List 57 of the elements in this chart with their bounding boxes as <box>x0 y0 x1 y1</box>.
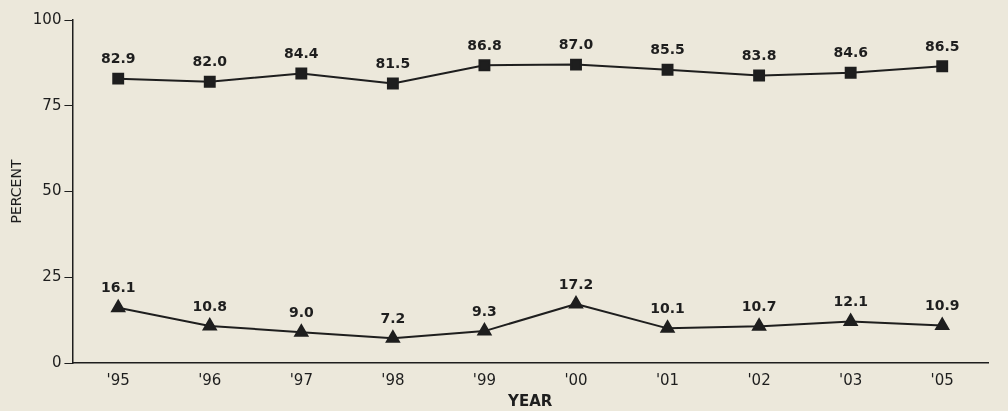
data-label: 85.5 <box>650 41 685 58</box>
y-tick-label: 100 <box>32 9 62 28</box>
point <box>844 66 857 79</box>
x-tick-label: '01 <box>655 370 680 389</box>
point <box>936 60 949 73</box>
x-tick-label: '98 <box>381 370 405 389</box>
point <box>568 296 584 309</box>
data-label: 9.0 <box>288 303 314 320</box>
point <box>202 317 217 331</box>
y-tick-label: 50 <box>42 181 62 200</box>
data-label: 81.5 <box>375 55 411 72</box>
y-tick-label: 25 <box>42 267 62 286</box>
data-label: 82.9 <box>100 50 136 67</box>
point <box>753 69 766 82</box>
x-tick-label: '05 <box>930 370 954 389</box>
point <box>385 330 400 343</box>
data-label: 7.2 <box>380 309 406 326</box>
x-axis-title: YEAR <box>507 391 553 410</box>
y-tick-label: 75 <box>42 95 62 114</box>
data-label: 84.6 <box>833 44 868 61</box>
x-tick-label: '00 <box>564 370 588 389</box>
point <box>294 324 309 337</box>
point <box>112 72 125 85</box>
data-label: 16.1 <box>100 279 136 296</box>
point <box>570 58 582 71</box>
data-label: 83.8 <box>741 47 777 64</box>
point <box>386 77 399 90</box>
x-tick-label: '99 <box>472 370 497 389</box>
point <box>843 313 858 326</box>
data-label: 86.5 <box>924 37 960 54</box>
y-axis-title: PERCENT <box>8 159 25 224</box>
x-tick-label: '96 <box>198 370 222 389</box>
point <box>478 59 491 72</box>
x-tick-label: '95 <box>106 370 130 389</box>
point <box>660 320 675 333</box>
x-tick-label: '02 <box>747 370 771 389</box>
point <box>295 67 308 80</box>
data-label: 82.0 <box>192 53 228 70</box>
data-label: 10.8 <box>192 297 228 314</box>
x-tick-label: '03 <box>839 370 863 389</box>
point <box>111 299 126 313</box>
x-tick-label: '97 <box>289 370 313 389</box>
data-label: 9.3 <box>472 302 497 319</box>
point <box>661 63 674 76</box>
data-label: 87.0 <box>558 36 594 53</box>
data-label: 10.1 <box>650 300 685 316</box>
point <box>935 317 950 331</box>
point <box>477 323 492 336</box>
y-tick-label: 0 <box>51 352 62 371</box>
data-label: 10.7 <box>741 297 777 314</box>
data-label: 12.1 <box>833 293 868 310</box>
data-label: 84.4 <box>284 45 319 62</box>
data-label: 17.2 <box>558 275 594 292</box>
data-label: 86.8 <box>467 36 502 53</box>
point <box>203 75 216 88</box>
point <box>752 318 767 331</box>
data-label: 10.9 <box>924 297 960 314</box>
